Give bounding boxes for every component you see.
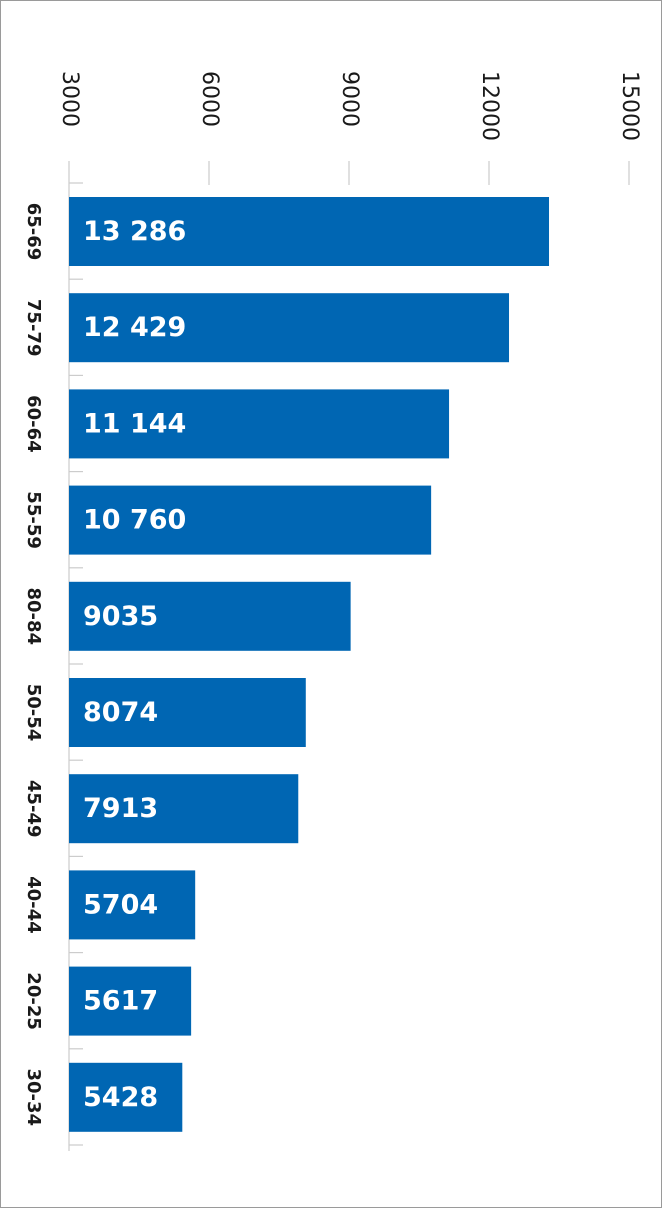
value-label-45-49: 7913 [83, 793, 158, 824]
bar-45-49 [69, 774, 299, 844]
bar-50-54 [69, 678, 306, 747]
category-label-80-84: 80-84 [23, 588, 44, 646]
bar-80-84 [69, 581, 351, 651]
value-label-55-59: 10 760 [83, 505, 186, 536]
value-label-20-25: 5617 [83, 986, 158, 1017]
category-label-30-34: 30-34 [23, 1069, 44, 1127]
value-labels-layer: 13 286 12 429 11 144 10 760 9035 8074 7913 5704… [83, 216, 186, 1113]
x-tick-label-6000: 6000 [197, 71, 222, 127]
category-label-65-69: 65-69 [23, 203, 44, 261]
x-tick-label-9000: 9000 [337, 71, 362, 127]
category-label-40-44: 40-44 [23, 876, 44, 934]
value-label-40-44: 5704 [83, 889, 158, 920]
category-label-75-79: 75-79 [23, 299, 44, 357]
value-label-30-34: 5428 [83, 1082, 158, 1113]
category-labels-layer: 65-69 75-79 60-64 55-59 80-84 50-54 45-49 40-44… [23, 203, 44, 1126]
category-label-55-59: 55-59 [23, 491, 44, 549]
value-label-65-69: 13 286 [83, 216, 186, 247]
category-label-20-25: 20-25 [23, 972, 44, 1030]
bar-40-44 [69, 870, 196, 940]
x-tick-label-12000: 12000 [477, 71, 502, 141]
x-tick-label-3000: 3000 [57, 71, 82, 127]
value-label-80-84: 9035 [83, 601, 158, 632]
bars-layer [69, 197, 550, 1132]
bar-30-34 [69, 1062, 183, 1132]
bar-65-69 [69, 197, 550, 266]
category-label-60-64: 60-64 [23, 395, 44, 453]
category-label-50-54: 50-54 [23, 684, 44, 742]
value-label-75-79: 12 429 [83, 312, 186, 343]
bar-55-59 [69, 485, 432, 555]
category-label-45-49: 45-49 [23, 780, 44, 838]
x-axis-ticks: 3000 6000 9000 12000 15000 [57, 71, 642, 141]
bar-20-25 [69, 966, 192, 1036]
x-tick-label-15000: 15000 [617, 71, 642, 141]
bar-60-64 [69, 389, 450, 459]
value-label-60-64: 11 144 [83, 408, 186, 439]
value-label-50-54: 8074 [83, 697, 158, 728]
bar-75-79 [69, 293, 510, 363]
